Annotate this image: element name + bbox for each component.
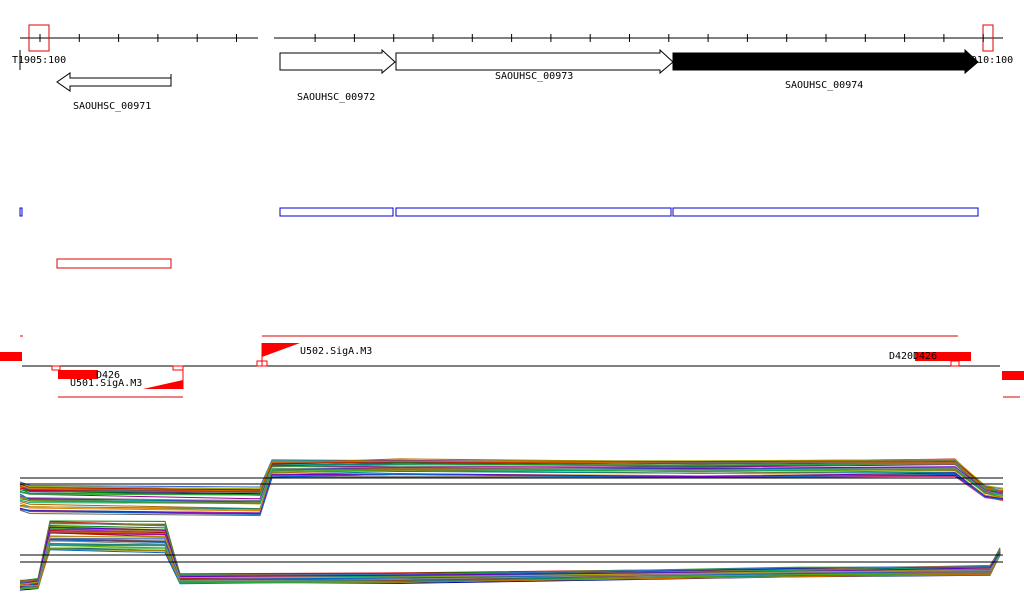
terminator-block bbox=[915, 352, 971, 361]
terminator-label: D426 bbox=[96, 370, 120, 381]
site-box bbox=[950, 360, 960, 367]
genes: SAOUHSC_00971 SAOUHSC_00972 SAOUHSC_0097… bbox=[56, 48, 979, 112]
cds-box-reverse bbox=[56, 258, 172, 269]
expression-trace bbox=[19, 540, 1001, 587]
gene-label: SAOUHSC_00974 bbox=[785, 80, 863, 91]
promoter-label: U502.SigA.M3 bbox=[300, 346, 372, 357]
regulatory-track: U502.SigA.M3 D426 U501.SigA.M3 D420 D426 bbox=[0, 335, 1024, 398]
site-box bbox=[51, 365, 61, 371]
cds-box bbox=[19, 207, 23, 217]
cds-track bbox=[19, 207, 979, 217]
cds-box bbox=[395, 207, 672, 217]
expression-trace bbox=[19, 467, 1004, 504]
ruler: T1905:100 T1910:100 bbox=[12, 24, 1013, 70]
expression-trace bbox=[19, 463, 1004, 496]
gene-label: SAOUHSC_00972 bbox=[297, 92, 375, 103]
region-box bbox=[28, 24, 50, 52]
gene-label: SAOUHSC_00973 bbox=[495, 71, 573, 82]
terminator-label: D426 bbox=[913, 351, 937, 362]
gene-arrow bbox=[279, 48, 396, 75]
gene-arrow bbox=[672, 48, 979, 75]
gene-arrow bbox=[56, 72, 172, 92]
cds-box bbox=[672, 207, 979, 217]
expression-trace bbox=[19, 473, 1004, 515]
ruler-left-label: T1905:100 bbox=[12, 55, 66, 66]
gene-label: SAOUHSC_00971 bbox=[73, 101, 151, 112]
promoter-mark bbox=[143, 380, 183, 389]
expression-panels bbox=[19, 458, 1004, 591]
gene-arrow bbox=[395, 48, 674, 75]
expression-trace bbox=[19, 472, 1004, 515]
promoter-label: U501.SigA.M3 bbox=[70, 378, 142, 389]
site-box bbox=[256, 360, 268, 367]
expression-trace bbox=[19, 466, 1004, 503]
terminator-label: D420 bbox=[889, 351, 913, 362]
expression-trace bbox=[19, 465, 1004, 502]
terminator-block bbox=[0, 352, 22, 361]
cds-box bbox=[279, 207, 394, 217]
terminator-block bbox=[58, 370, 98, 379]
expression-trace bbox=[19, 460, 1004, 492]
terminator-block bbox=[1002, 371, 1024, 380]
ruler-right-label: T1910:100 bbox=[959, 55, 1013, 66]
promoter-mark bbox=[262, 343, 300, 357]
